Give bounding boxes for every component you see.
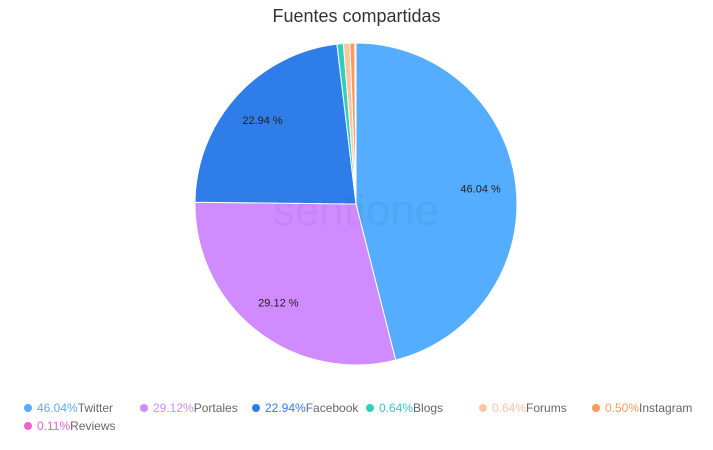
legend-item-blogs[interactable]: 0.64% Blogs (366, 401, 443, 415)
legend-label: Reviews (70, 419, 116, 433)
legend-value: 0.64% (492, 401, 527, 415)
data-label-facebook: 22.94 % (242, 115, 283, 127)
data-label-twitter: 46.04 % (460, 183, 501, 195)
slice-portales[interactable] (194, 201, 397, 366)
legend-dot-icon (140, 404, 148, 412)
legend-value: 29.12% (153, 401, 194, 415)
legend-item-facebook[interactable]: 22.94% Facebook (252, 401, 358, 415)
legend-value: 0.64% (379, 401, 414, 415)
legend-item-instagram[interactable]: 0.50% Instagram (592, 401, 692, 415)
legend-label: Forums (526, 401, 567, 415)
legend-dot-icon (252, 404, 260, 412)
slice-facebook[interactable] (194, 43, 357, 205)
legend-label: Blogs (413, 401, 444, 415)
legend-dot-icon (592, 404, 600, 412)
legend-label: Portales (193, 401, 238, 415)
legend-value: 0.11% (37, 419, 71, 433)
legend-item-forums[interactable]: 0.64% Forums (479, 401, 567, 415)
legend-dot-icon (24, 404, 32, 412)
legend-item-twitter[interactable]: 46.04% Twitter (24, 401, 113, 415)
legend-item-reviews[interactable]: 0.11% Reviews (24, 419, 116, 433)
legend-value: 22.94% (265, 401, 306, 415)
legend-label: Instagram (639, 401, 693, 415)
chart-title: Fuentes compartidas (272, 6, 441, 26)
legend-value: 0.50% (605, 401, 640, 415)
legend-label: Facebook (305, 401, 359, 415)
slice-reviews[interactable] (354, 42, 357, 205)
slice-twitter[interactable] (355, 42, 518, 361)
data-label-portales: 29.12 % (258, 298, 299, 310)
legend-item-portales[interactable]: 29.12% Portales (140, 401, 238, 415)
legend-label: Twitter (77, 401, 114, 415)
legend-value: 46.04% (37, 401, 78, 415)
legend-dot-icon (479, 404, 487, 412)
watermark: sentione (273, 186, 439, 235)
legend-dot-icon (24, 422, 32, 430)
legend-dot-icon (366, 404, 374, 412)
